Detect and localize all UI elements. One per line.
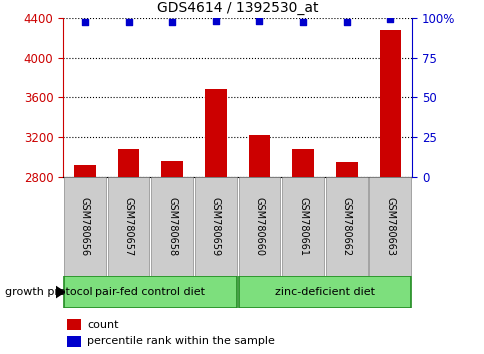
Bar xyxy=(238,276,410,308)
Text: GSM780660: GSM780660 xyxy=(254,197,264,256)
Bar xyxy=(151,177,193,276)
Bar xyxy=(74,165,95,177)
Bar xyxy=(161,161,182,177)
Text: zinc-deficient diet: zinc-deficient diet xyxy=(274,287,374,297)
Bar xyxy=(64,276,236,308)
Text: pair-fed control diet: pair-fed control diet xyxy=(95,287,205,297)
Bar xyxy=(204,89,226,177)
Bar xyxy=(64,177,106,276)
Bar xyxy=(248,135,270,177)
Bar xyxy=(238,177,280,276)
Bar xyxy=(369,177,410,276)
Text: GSM780659: GSM780659 xyxy=(211,197,220,256)
Text: growth protocol: growth protocol xyxy=(5,287,92,297)
Text: GSM780662: GSM780662 xyxy=(341,197,351,256)
Text: GSM780661: GSM780661 xyxy=(298,197,307,256)
Point xyxy=(255,18,263,24)
Point xyxy=(299,19,306,25)
Bar xyxy=(282,177,323,276)
Bar xyxy=(66,336,80,347)
Bar xyxy=(325,177,367,276)
Point xyxy=(386,16,393,22)
Bar xyxy=(378,30,400,177)
Point xyxy=(168,19,176,25)
Title: GDS4614 / 1392530_at: GDS4614 / 1392530_at xyxy=(157,1,318,15)
Point xyxy=(81,19,89,25)
Bar xyxy=(195,177,236,276)
Point xyxy=(342,19,350,25)
Bar xyxy=(335,162,357,177)
Text: count: count xyxy=(87,320,119,330)
Bar xyxy=(117,149,139,177)
Polygon shape xyxy=(56,286,64,298)
Text: percentile rank within the sample: percentile rank within the sample xyxy=(87,336,275,346)
Text: GSM780656: GSM780656 xyxy=(80,197,90,256)
Bar xyxy=(107,177,149,276)
Point xyxy=(212,18,219,24)
Text: GSM780663: GSM780663 xyxy=(385,197,394,256)
Point xyxy=(124,19,132,25)
Text: GSM780658: GSM780658 xyxy=(167,197,177,256)
Bar xyxy=(291,149,313,177)
Bar xyxy=(66,319,80,330)
Text: GSM780657: GSM780657 xyxy=(123,197,133,256)
